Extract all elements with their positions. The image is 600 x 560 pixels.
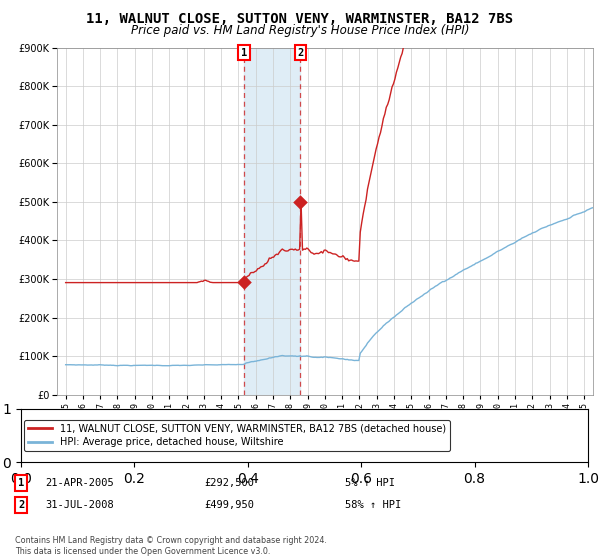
Text: 2: 2 <box>18 500 24 510</box>
Text: £499,950: £499,950 <box>204 500 254 510</box>
Point <box>296 198 305 207</box>
Text: 1: 1 <box>18 478 24 488</box>
Text: 5% ↑ HPI: 5% ↑ HPI <box>345 478 395 488</box>
Bar <box>244 48 301 395</box>
Text: 31-JUL-2008: 31-JUL-2008 <box>45 500 114 510</box>
Text: 21-APR-2005: 21-APR-2005 <box>45 478 114 488</box>
Text: Contains HM Land Registry data © Crown copyright and database right 2024.
This d: Contains HM Land Registry data © Crown c… <box>15 536 327 556</box>
Text: 58% ↑ HPI: 58% ↑ HPI <box>345 500 401 510</box>
Legend: 11, WALNUT CLOSE, SUTTON VENY, WARMINSTER, BA12 7BS (detached house), HPI: Avera: 11, WALNUT CLOSE, SUTTON VENY, WARMINSTE… <box>24 419 450 451</box>
Point <box>239 278 248 287</box>
Text: 1: 1 <box>241 48 247 58</box>
Text: £292,500: £292,500 <box>204 478 254 488</box>
Text: Price paid vs. HM Land Registry's House Price Index (HPI): Price paid vs. HM Land Registry's House … <box>131 24 469 36</box>
Text: 2: 2 <box>297 48 304 58</box>
Text: 11, WALNUT CLOSE, SUTTON VENY, WARMINSTER, BA12 7BS: 11, WALNUT CLOSE, SUTTON VENY, WARMINSTE… <box>86 12 514 26</box>
